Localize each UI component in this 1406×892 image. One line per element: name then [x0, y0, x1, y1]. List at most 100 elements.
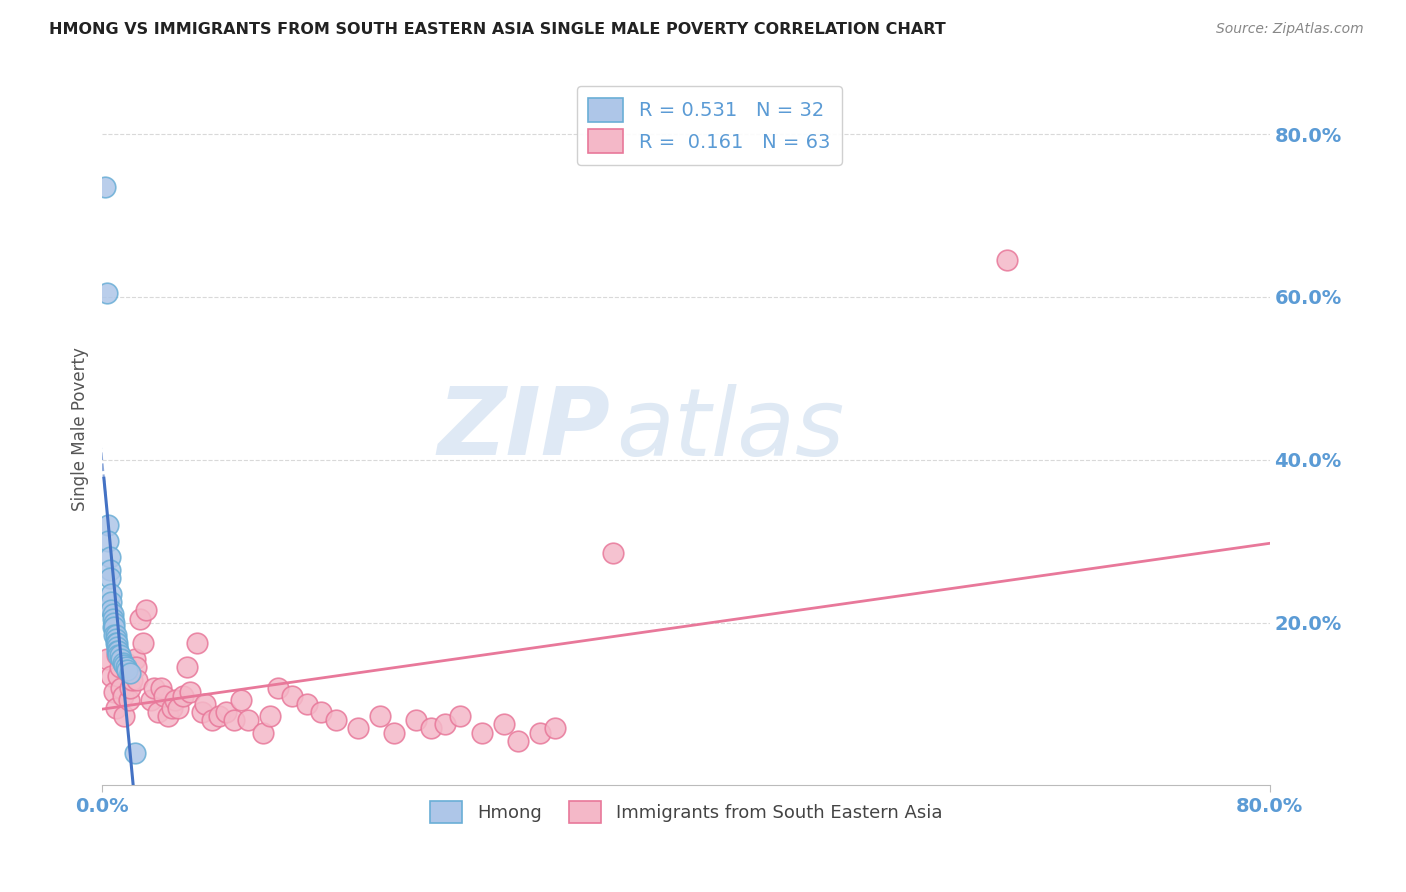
Point [103, 685, 125, 699]
Point [97, 517, 120, 532]
Point [108, 660, 131, 674]
Point [103, 615, 125, 630]
Point [104, 628, 127, 642]
Point [104, 632, 127, 646]
Point [311, 705, 333, 719]
Point [132, 636, 155, 650]
Point [100, 603, 122, 617]
Point [172, 689, 194, 703]
Point [146, 705, 169, 719]
Point [107, 648, 129, 662]
Point [98, 550, 121, 565]
Point [139, 693, 162, 707]
Point [142, 681, 165, 695]
Point [157, 709, 180, 723]
Point [190, 705, 212, 719]
Point [120, 681, 142, 695]
Point [129, 611, 152, 625]
Point [127, 673, 149, 687]
Point [222, 714, 245, 728]
Point [101, 611, 124, 625]
Point [100, 595, 122, 609]
Point [118, 693, 141, 707]
Point [96, 285, 118, 300]
Point [96, 652, 118, 666]
Point [110, 652, 132, 666]
Point [346, 722, 368, 736]
Text: Source: ZipAtlas.com: Source: ZipAtlas.com [1216, 22, 1364, 37]
Point [382, 725, 405, 739]
Point [121, 673, 143, 687]
Point [152, 689, 174, 703]
Point [162, 701, 184, 715]
Point [165, 693, 187, 707]
Point [105, 636, 128, 650]
Point [492, 717, 515, 731]
Point [104, 636, 127, 650]
Point [266, 681, 288, 695]
Point [114, 660, 136, 674]
Point [112, 709, 135, 723]
Point [124, 652, 146, 666]
Point [179, 685, 201, 699]
Point [419, 722, 441, 736]
Point [434, 717, 457, 731]
Point [110, 681, 132, 695]
Point [449, 709, 471, 723]
Point [167, 701, 190, 715]
Point [208, 709, 231, 723]
Point [100, 668, 122, 682]
Point [508, 733, 530, 747]
Legend: Hmong, Immigrants from South Eastern Asia: Hmong, Immigrants from South Eastern Asi… [423, 793, 949, 830]
Point [105, 644, 128, 658]
Point [529, 725, 551, 739]
Point [112, 657, 135, 672]
Point [186, 636, 208, 650]
Point [368, 709, 391, 723]
Point [101, 607, 124, 622]
Point [229, 693, 252, 707]
Text: ZIP: ZIP [437, 384, 610, 475]
Point [193, 697, 215, 711]
Point [94, 180, 117, 194]
Point [101, 620, 124, 634]
Point [103, 628, 125, 642]
Point [111, 689, 134, 703]
Point [135, 603, 157, 617]
Text: HMONG VS IMMIGRANTS FROM SOUTH EASTERN ASIA SINGLE MALE POVERTY CORRELATION CHAR: HMONG VS IMMIGRANTS FROM SOUTH EASTERN A… [49, 22, 946, 37]
Point [995, 253, 1018, 268]
Point [107, 668, 129, 682]
Point [238, 714, 260, 728]
Text: atlas: atlas [616, 384, 844, 475]
Point [97, 534, 120, 549]
Point [103, 620, 125, 634]
Point [124, 746, 146, 760]
Point [281, 689, 304, 703]
Point [115, 665, 138, 679]
Point [544, 722, 567, 736]
Point [602, 546, 624, 560]
Point [105, 640, 128, 654]
Point [100, 587, 122, 601]
Point [325, 714, 347, 728]
Point [115, 663, 138, 677]
Point [405, 714, 427, 728]
Point [149, 681, 172, 695]
Point [215, 705, 238, 719]
Point [471, 725, 494, 739]
Point [259, 709, 281, 723]
Point [176, 660, 198, 674]
Point [98, 563, 121, 577]
Point [252, 725, 274, 739]
Point [108, 648, 131, 662]
Point [105, 648, 128, 662]
Point [98, 571, 121, 585]
Point [104, 701, 127, 715]
Point [111, 657, 134, 671]
Point [295, 697, 318, 711]
Point [120, 666, 142, 681]
Point [125, 660, 148, 674]
Point [107, 644, 129, 658]
Point [201, 714, 224, 728]
Point [114, 657, 136, 671]
